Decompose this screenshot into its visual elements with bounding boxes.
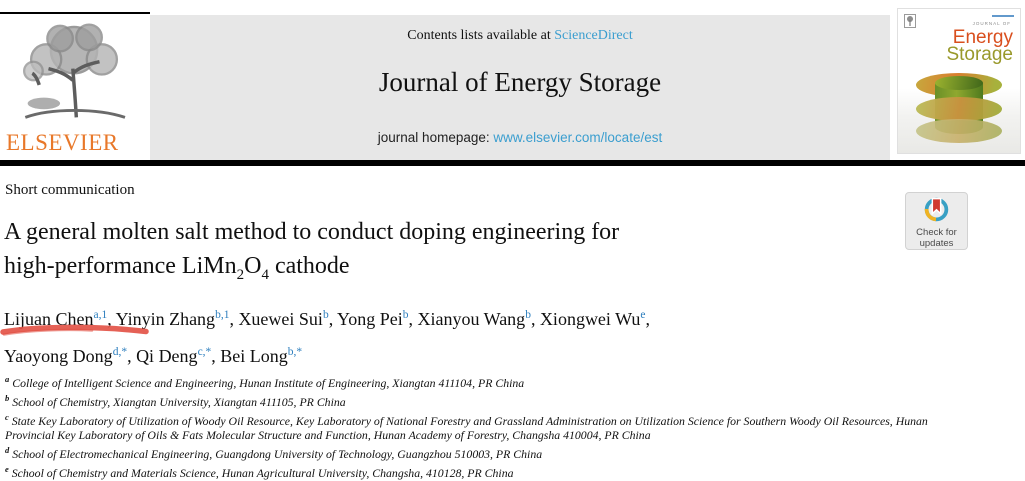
cover-title-storage: Storage xyxy=(946,43,1013,65)
author: Xianyou Wangb, xyxy=(417,309,539,329)
elsevier-wordmark: ELSEVIER xyxy=(6,130,119,155)
author-name: Xianyou Wang xyxy=(417,309,526,329)
top-divider xyxy=(0,12,150,14)
check-for-updates-badge[interactable]: Check for updates xyxy=(905,192,968,250)
author-affil-sup[interactable]: b xyxy=(322,309,329,321)
author-sep: , xyxy=(645,309,650,329)
author-sep: , xyxy=(328,309,338,329)
author-affil-sup[interactable]: b,* xyxy=(287,346,303,358)
author-sep: , xyxy=(107,309,116,329)
author-name: Lijuan Chen xyxy=(4,309,94,329)
homepage-line: journal homepage: www.elsevier.com/locat… xyxy=(150,130,890,145)
cover-kicker: JOURNAL OF xyxy=(972,21,1011,26)
affiliation-sup: c xyxy=(5,411,9,422)
affiliation-sup: b xyxy=(5,392,10,403)
author-line-2: Yaoyong Dongd,*, Qi Dengc,*, Bei Longb,* xyxy=(4,336,984,373)
author-name: Yinyin Zhang xyxy=(115,309,216,329)
author: Xuewei Suib, xyxy=(238,309,337,329)
cover-cylinder-top xyxy=(935,76,983,90)
author: Bei Longb,* xyxy=(220,346,302,366)
cover-cylinder-illustration xyxy=(914,71,1006,149)
author-affil-sup[interactable]: b xyxy=(525,309,531,321)
author-affil-sup[interactable]: d,* xyxy=(112,346,128,358)
author-affil-sup[interactable]: a,1 xyxy=(93,309,108,321)
affiliation: a College of Intelligent Science and Eng… xyxy=(5,372,957,390)
issn-micro-text xyxy=(992,15,1014,17)
masthead-rule xyxy=(0,160,1025,166)
journal-header-box: Contents lists available at ScienceDirec… xyxy=(150,15,890,160)
homepage-link[interactable]: www.elsevier.com/locate/est xyxy=(493,130,663,145)
journal-cover-thumbnail: JOURNAL OF Energy Storage xyxy=(897,8,1021,154)
author: Lijuan Chena,1, xyxy=(4,309,116,329)
author-name: Yong Pei xyxy=(337,309,403,329)
title-line2-pre: high-performance LiMn xyxy=(4,252,237,279)
author: Yinyin Zhangb,1, xyxy=(116,309,239,329)
article-title: A general molten salt method to conduct … xyxy=(4,216,884,292)
author-list: Lijuan Chena,1, Yinyin Zhangb,1, Xuewei … xyxy=(4,299,984,373)
title-line2-post: cathode xyxy=(268,252,350,279)
title-line1: A general molten salt method to conduct … xyxy=(4,219,620,245)
author-line-1: Lijuan Chena,1, Yinyin Zhangb,1, Xuewei … xyxy=(4,299,984,336)
affiliation-list: a College of Intelligent Science and Eng… xyxy=(5,372,957,481)
author-name: Xuewei Sui xyxy=(238,309,323,329)
affiliation-sup: d xyxy=(5,445,10,456)
author-affil-sup[interactable]: c,* xyxy=(197,346,212,358)
title-line2-mid: O xyxy=(244,252,262,279)
author: Xiongwei Wue, xyxy=(540,309,650,329)
author-sep: , xyxy=(408,309,418,329)
author-sep: , xyxy=(229,309,239,329)
affiliation-text: State Key Laboratory of Utilization of W… xyxy=(5,413,928,443)
elsevier-mini-logo xyxy=(904,14,916,28)
elsevier-logo-block: ELSEVIER xyxy=(0,12,150,160)
cover-title-energy: Energy xyxy=(952,26,1013,48)
author-name: Bei Long xyxy=(220,346,288,366)
author-sep: , xyxy=(127,346,137,366)
author-affil-sup[interactable]: e xyxy=(640,309,646,321)
cover-disc-middle xyxy=(916,97,1002,121)
title-subscript-4: 4 xyxy=(261,266,269,283)
author-sep: , xyxy=(211,346,221,366)
crossmark-icon xyxy=(924,197,949,222)
author: Qi Dengc,*, xyxy=(136,346,220,366)
author: Yaoyong Dongd,*, xyxy=(4,346,136,366)
author-name: Qi Deng xyxy=(136,346,198,366)
sciencedirect-link[interactable]: ScienceDirect xyxy=(554,28,633,43)
title-subscript-2: 2 xyxy=(236,266,245,283)
contents-line-text: Contents lists available at xyxy=(407,28,551,43)
check-badge-line1: Check for xyxy=(916,227,957,238)
author-affil-sup[interactable]: b xyxy=(402,309,409,321)
affiliation: b School of Chemistry, Xiangtan Universi… xyxy=(5,391,957,409)
affiliation-sup: e xyxy=(5,464,9,475)
affiliation: e School of Chemistry and Materials Scie… xyxy=(5,462,957,480)
affiliation-text: School of Electromechanical Engineering,… xyxy=(12,447,543,462)
author: Yong Peib, xyxy=(337,309,417,329)
cover-title: JOURNAL OF Energy Storage xyxy=(946,21,1013,65)
cover-disc-bottom xyxy=(916,119,1002,143)
affiliation-text: School of Chemistry and Materials Scienc… xyxy=(11,466,514,481)
homepage-line-text: journal homepage: xyxy=(377,130,490,145)
author-sep: , xyxy=(530,309,540,329)
check-badge-label: Check for updates xyxy=(906,227,967,249)
author-name: Xiongwei Wu xyxy=(539,309,641,329)
affiliation: c State Key Laboratory of Utilization of… xyxy=(5,410,957,443)
elsevier-tree-icon xyxy=(23,23,126,119)
author-affil-sup[interactable]: b,1 xyxy=(215,309,230,321)
affiliation: d School of Electromechanical Engineerin… xyxy=(5,443,957,461)
contents-line: Contents lists available at ScienceDirec… xyxy=(150,28,890,44)
author-name: Yaoyong Dong xyxy=(4,346,113,366)
affiliation-sup: a xyxy=(5,374,10,384)
check-badge-line2: updates xyxy=(919,237,954,249)
journal-title: Journal of Energy Storage xyxy=(378,67,662,97)
affiliation-text: School of Chemistry, Xiangtan University… xyxy=(12,394,346,409)
article-type-label: Short communication xyxy=(5,182,135,198)
affiliation-text: College of Intelligent Science and Engin… xyxy=(12,375,525,390)
